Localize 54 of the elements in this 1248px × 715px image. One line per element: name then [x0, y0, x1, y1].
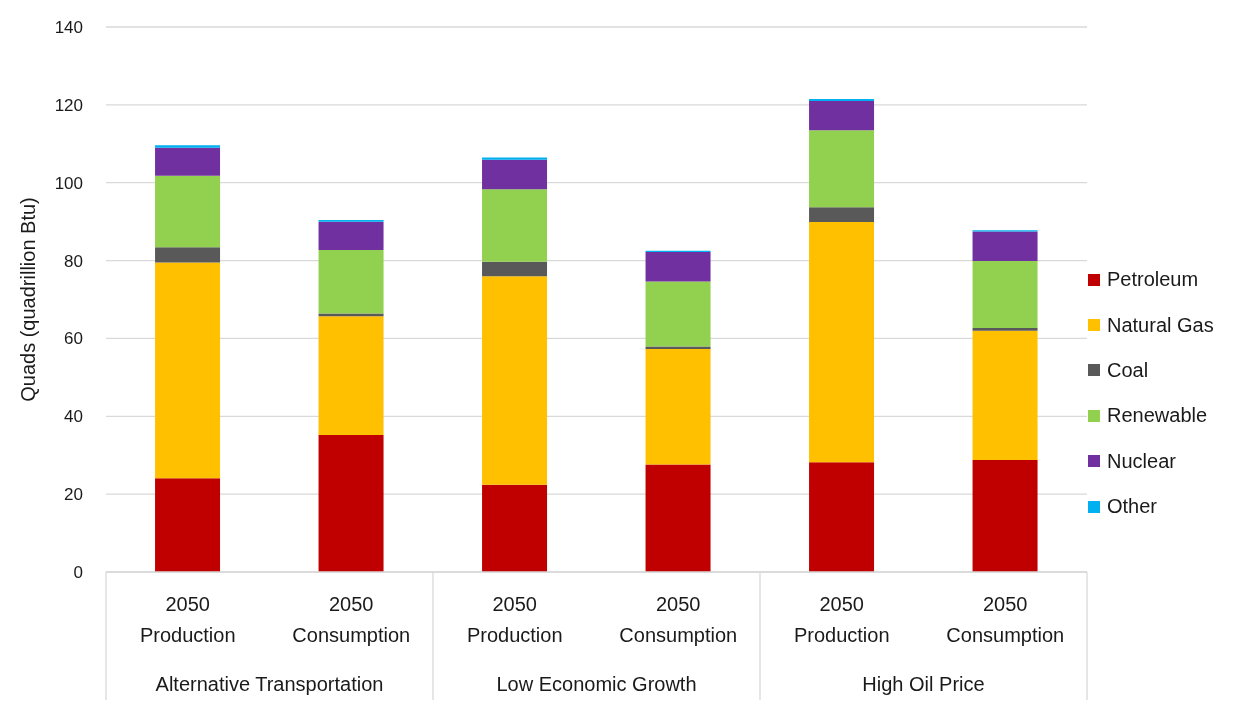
x-tick-label: 2050 Production	[793, 593, 890, 646]
bar	[645, 464, 711, 572]
bar	[972, 260, 1038, 328]
bar	[155, 175, 221, 248]
bar	[645, 252, 711, 282]
bar	[482, 261, 548, 277]
bar	[155, 478, 221, 572]
bar	[318, 221, 384, 251]
bar	[482, 189, 548, 262]
bar	[155, 147, 221, 176]
bar	[318, 434, 384, 572]
text: Low Economic Growth	[496, 673, 697, 695]
x-tick-label: 2050 Consumption	[946, 593, 1065, 646]
legend-label: Nuclear	[1107, 449, 1176, 473]
bar	[809, 462, 875, 572]
legend-label: Natural Gas	[1107, 313, 1214, 337]
y-tick-label: 120	[54, 95, 83, 115]
bar	[155, 247, 221, 263]
bar	[972, 330, 1038, 460]
legend-label: Petroleum	[1107, 268, 1199, 292]
x-tick-label: 2050 Consumption	[619, 593, 738, 646]
text: High Oil Price	[862, 673, 985, 695]
bar	[972, 231, 1038, 261]
legend-label: Other	[1107, 495, 1158, 519]
bar	[318, 316, 384, 435]
y-tick-label: 40	[64, 407, 83, 427]
bar	[482, 276, 548, 485]
bar	[809, 222, 875, 463]
bar	[318, 250, 384, 314]
x-tick-label: 2050 Consumption	[292, 593, 411, 646]
y-tick-label: 80	[64, 251, 83, 271]
bar	[155, 262, 221, 479]
y-axis-title: Quads (quadrillion Btu)	[17, 197, 39, 402]
bar	[809, 130, 875, 208]
y-tick-label: 60	[64, 329, 83, 349]
bar	[482, 484, 548, 572]
bar	[809, 100, 875, 131]
bar	[972, 327, 1038, 331]
bar	[482, 159, 548, 190]
bar	[972, 459, 1038, 572]
x-tick-label: 2050 Production	[466, 593, 563, 646]
bar	[482, 157, 548, 160]
y-tick-label: 20	[64, 485, 83, 505]
legend-label: Coal	[1107, 358, 1149, 382]
y-tick-label: 140	[54, 18, 83, 38]
x-tick-label: 2050 Production	[139, 593, 236, 646]
legend-label: Renewable	[1107, 404, 1208, 428]
bar	[645, 348, 711, 465]
bar	[645, 281, 711, 347]
bar	[155, 145, 221, 148]
bar	[809, 207, 875, 223]
y-tick-label: 100	[54, 173, 83, 193]
text: Alternative Transportation	[155, 673, 384, 695]
y-tick-label: 0	[73, 563, 83, 583]
